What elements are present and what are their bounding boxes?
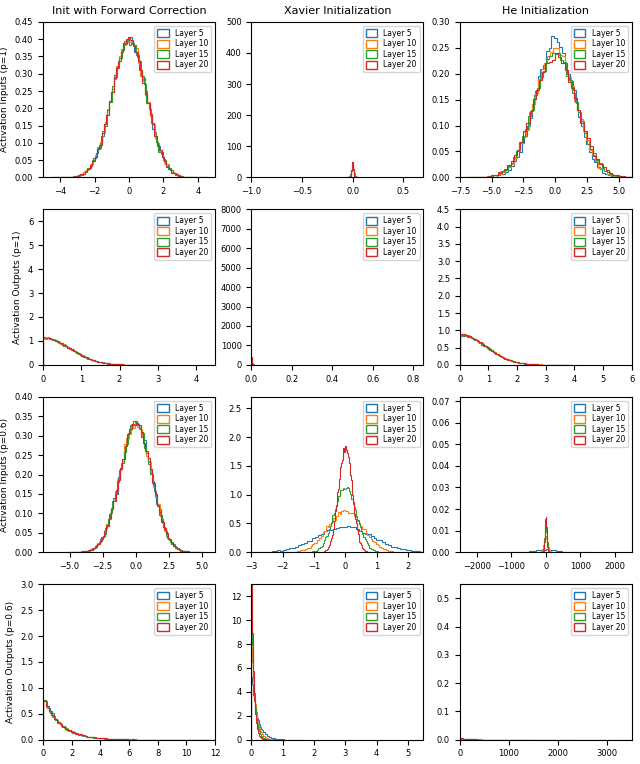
Title: He Initialization: He Initialization: [502, 5, 589, 15]
Title: Init with Forward Correction: Init with Forward Correction: [52, 5, 206, 15]
Legend: Layer 5, Layer 10, Layer 15, Layer 20: Layer 5, Layer 10, Layer 15, Layer 20: [362, 26, 420, 73]
Legend: Layer 5, Layer 10, Layer 15, Layer 20: Layer 5, Layer 10, Layer 15, Layer 20: [571, 588, 628, 635]
Legend: Layer 5, Layer 10, Layer 15, Layer 20: Layer 5, Layer 10, Layer 15, Layer 20: [571, 213, 628, 260]
Legend: Layer 5, Layer 10, Layer 15, Layer 20: Layer 5, Layer 10, Layer 15, Layer 20: [154, 588, 211, 635]
Y-axis label: Activation Outputs (p=1): Activation Outputs (p=1): [13, 230, 22, 344]
Legend: Layer 5, Layer 10, Layer 15, Layer 20: Layer 5, Layer 10, Layer 15, Layer 20: [571, 26, 628, 73]
Legend: Layer 5, Layer 10, Layer 15, Layer 20: Layer 5, Layer 10, Layer 15, Layer 20: [362, 588, 420, 635]
Y-axis label: Activation Inputs (p=1): Activation Inputs (p=1): [0, 47, 10, 152]
Legend: Layer 5, Layer 10, Layer 15, Layer 20: Layer 5, Layer 10, Layer 15, Layer 20: [571, 400, 628, 447]
Legend: Layer 5, Layer 10, Layer 15, Layer 20: Layer 5, Layer 10, Layer 15, Layer 20: [362, 213, 420, 260]
Legend: Layer 5, Layer 10, Layer 15, Layer 20: Layer 5, Layer 10, Layer 15, Layer 20: [154, 213, 211, 260]
Y-axis label: Activation Inputs (p=0.6): Activation Inputs (p=0.6): [0, 417, 10, 532]
Legend: Layer 5, Layer 10, Layer 15, Layer 20: Layer 5, Layer 10, Layer 15, Layer 20: [154, 26, 211, 73]
Y-axis label: Activation Outputs (p=0.6): Activation Outputs (p=0.6): [6, 601, 15, 723]
Legend: Layer 5, Layer 10, Layer 15, Layer 20: Layer 5, Layer 10, Layer 15, Layer 20: [362, 400, 420, 447]
Title: Xavier Initialization: Xavier Initialization: [284, 5, 391, 15]
Legend: Layer 5, Layer 10, Layer 15, Layer 20: Layer 5, Layer 10, Layer 15, Layer 20: [154, 400, 211, 447]
